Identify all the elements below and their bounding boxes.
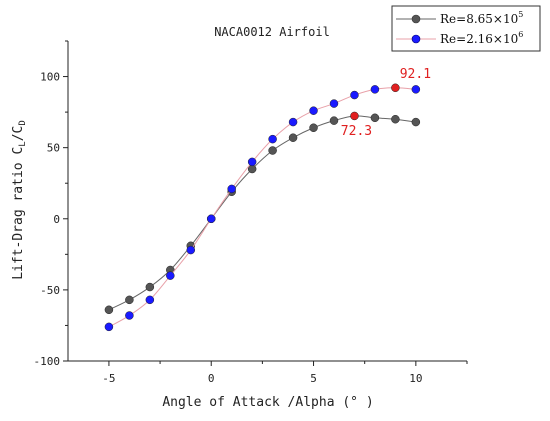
legend-label-1: Re=2.16×106	[440, 30, 523, 46]
series-1-point	[186, 245, 196, 255]
series-0-point	[247, 164, 257, 174]
legend-marker-1	[411, 34, 421, 44]
y-axis-title-sub-l: L	[18, 141, 28, 146]
legend-entry-re-2.16e6: Re=2.16×106	[396, 30, 523, 46]
annotation-1: 72.3	[341, 124, 372, 139]
series-0-point	[268, 146, 277, 155]
x-tick-label: 10	[409, 372, 422, 385]
series-1-point	[104, 322, 114, 332]
legend-label-1-sup: 6	[518, 30, 523, 39]
series-0-point	[104, 305, 114, 315]
legend: Re=8.65×105 Re=2.16×106	[391, 5, 541, 52]
series-0-point	[125, 295, 134, 305]
y-tick-label: -100	[34, 355, 61, 368]
series-1-point	[227, 184, 236, 194]
series-0-point	[350, 111, 359, 121]
series-1-point	[370, 85, 380, 94]
x-tick-label: -5	[102, 372, 115, 385]
series-1-point	[391, 83, 400, 93]
legend-box	[391, 5, 541, 52]
series-0	[104, 111, 421, 315]
legend-marker-0	[411, 14, 421, 24]
series-0-line	[108, 115, 416, 311]
series-1-line	[108, 87, 416, 328]
series-0-point	[309, 123, 318, 133]
legend-entry-re-8.65e5: Re=8.65×105	[396, 10, 523, 26]
series-0-point	[411, 117, 421, 127]
series-1-point	[350, 90, 359, 100]
legend-label-0: Re=8.65×105	[440, 10, 523, 26]
chart-title: NACA0012 Airfoil	[214, 25, 330, 39]
series-0-point	[145, 282, 155, 292]
series-0-point	[391, 114, 400, 124]
y-tick-label: -50	[40, 284, 60, 297]
x-tick-label: 5	[310, 372, 317, 385]
annotation-0: 92.1	[400, 67, 431, 82]
series-1-point	[411, 85, 421, 94]
series-0-point	[370, 113, 380, 123]
series-1-point	[288, 117, 298, 127]
series-1-point	[268, 134, 277, 144]
series-layer	[104, 83, 421, 332]
y-axis-title: Lift-Drag ratio CL/CD	[11, 120, 28, 280]
legend-label-0-sup: 5	[518, 10, 523, 19]
series-1-point	[125, 311, 134, 320]
x-axis-title: Angle of Attack /Alpha (° )	[162, 395, 373, 410]
y-tick-label: 100	[40, 71, 60, 84]
legend-label-0-text: Re=8.65×10	[440, 12, 518, 26]
annotation-layer: 92.1 72.3	[341, 67, 431, 139]
x-tick-label: 0	[208, 372, 215, 385]
series-0-point	[288, 133, 298, 142]
y-axis-title-slash: /C	[11, 126, 26, 142]
series-1-point	[309, 106, 318, 115]
legend-label-1-text: Re=2.16×10	[440, 32, 518, 46]
series-1-point	[206, 214, 216, 224]
series-1-point	[145, 295, 155, 305]
series-1-point	[166, 271, 175, 280]
series-1-point	[329, 99, 339, 108]
series-1	[104, 83, 421, 332]
series-1-point	[247, 157, 257, 167]
series-0-point	[329, 116, 339, 125]
y-axis-title-main: Lift-Drag ratio C	[11, 147, 26, 280]
y-axis-title-sub-d: D	[18, 120, 28, 125]
y-tick-label: 50	[47, 142, 60, 155]
y-tick-label: 0	[53, 213, 60, 226]
